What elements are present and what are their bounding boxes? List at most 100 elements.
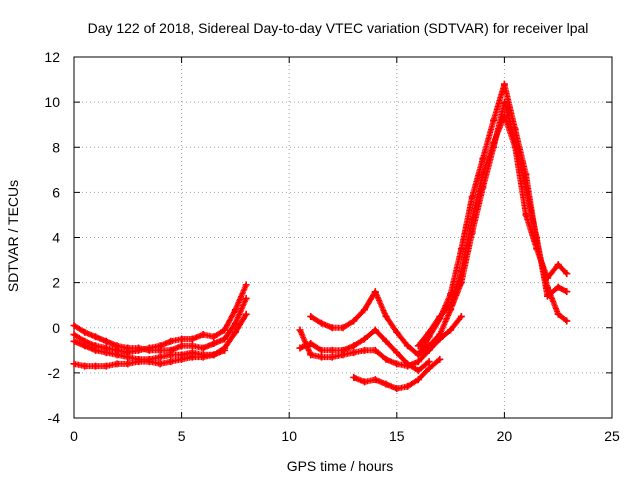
data-point [113,351,121,359]
data-point [156,353,164,361]
data-point [307,351,315,359]
data-point [361,346,369,354]
data-point [307,312,315,320]
x-tick-label: 15 [389,428,405,444]
data-point [92,346,100,354]
data-point [188,342,196,350]
data-point [382,355,390,363]
data-point [135,358,143,366]
data-point [231,319,239,327]
data-point [199,331,207,339]
data-point [511,139,519,147]
data-point [490,143,498,151]
data-point [522,184,530,192]
series-track-h [350,355,444,393]
data-point [113,342,121,350]
data-point [425,364,433,372]
data-point [554,283,562,291]
series-track-e [296,312,465,370]
data-point [156,360,164,368]
data-point [468,193,476,201]
data-point [70,360,78,368]
data-point [328,353,336,361]
series-track-g [296,326,433,375]
data-point [533,234,541,241]
x-axis: 0 5 10 15 20 25 [70,57,620,444]
data-point [436,312,444,320]
data-point [81,342,89,350]
y-tick-label: 10 [44,94,60,110]
data-point [145,358,153,366]
data-point [425,328,433,336]
data-point [414,358,422,366]
data-point [371,326,379,334]
data-point [554,261,562,269]
data-point [371,346,379,354]
data-point [563,317,571,325]
data-point [124,344,132,352]
x-tick-label: 10 [281,428,297,444]
chart-title: Day 122 of 2018, Sidereal Day-to-day VTE… [88,20,589,36]
data-point [404,360,412,368]
data-point [242,294,250,302]
data-point [221,326,229,334]
data-point [231,328,239,336]
data-point [404,342,412,350]
data-point [382,337,390,345]
data-point [124,353,132,361]
data-point [210,333,218,341]
data-point [339,324,347,332]
data-point [425,358,433,366]
x-tick-label: 25 [604,428,620,444]
data-point [350,373,358,381]
data-point [350,342,358,350]
data-point [382,380,390,388]
data-point [199,344,207,352]
data-point [436,331,444,339]
data-point [457,312,465,320]
x-tick-label: 5 [178,428,186,444]
series-track-a [70,281,250,357]
data-point [231,306,239,314]
data-point [522,211,530,219]
data-point [135,344,143,352]
data-point [371,376,379,384]
data-point [70,337,78,345]
data-point [404,382,412,390]
data-point [221,335,229,343]
y-tick-label: 0 [52,320,60,336]
data-point [393,360,401,368]
y-tick-label: 12 [44,49,60,65]
data-point [296,344,304,352]
data-point [167,337,175,345]
data-point [167,351,175,359]
data-point [382,312,390,320]
data-point [113,360,121,368]
data-point [317,319,325,327]
grid-lines [74,57,612,418]
series-track-b [70,294,250,354]
data-point [307,340,315,348]
data-point [70,321,78,329]
data-point [102,337,110,345]
data-point [178,335,186,343]
data-point [242,281,250,289]
series-track-c [70,310,250,363]
data-point [81,328,89,336]
data-point [242,310,250,318]
data-point [457,279,465,287]
series-markers [436,99,570,338]
data-point [563,270,571,278]
data-point [92,333,100,341]
data-point [414,367,422,375]
data-point [328,346,336,354]
data-point [188,335,196,343]
data-point [350,349,358,357]
data-point [554,310,562,318]
data-point [188,353,196,361]
data-points [70,80,571,393]
data-point [371,288,379,296]
data-point [393,349,401,357]
data-point [500,80,508,88]
